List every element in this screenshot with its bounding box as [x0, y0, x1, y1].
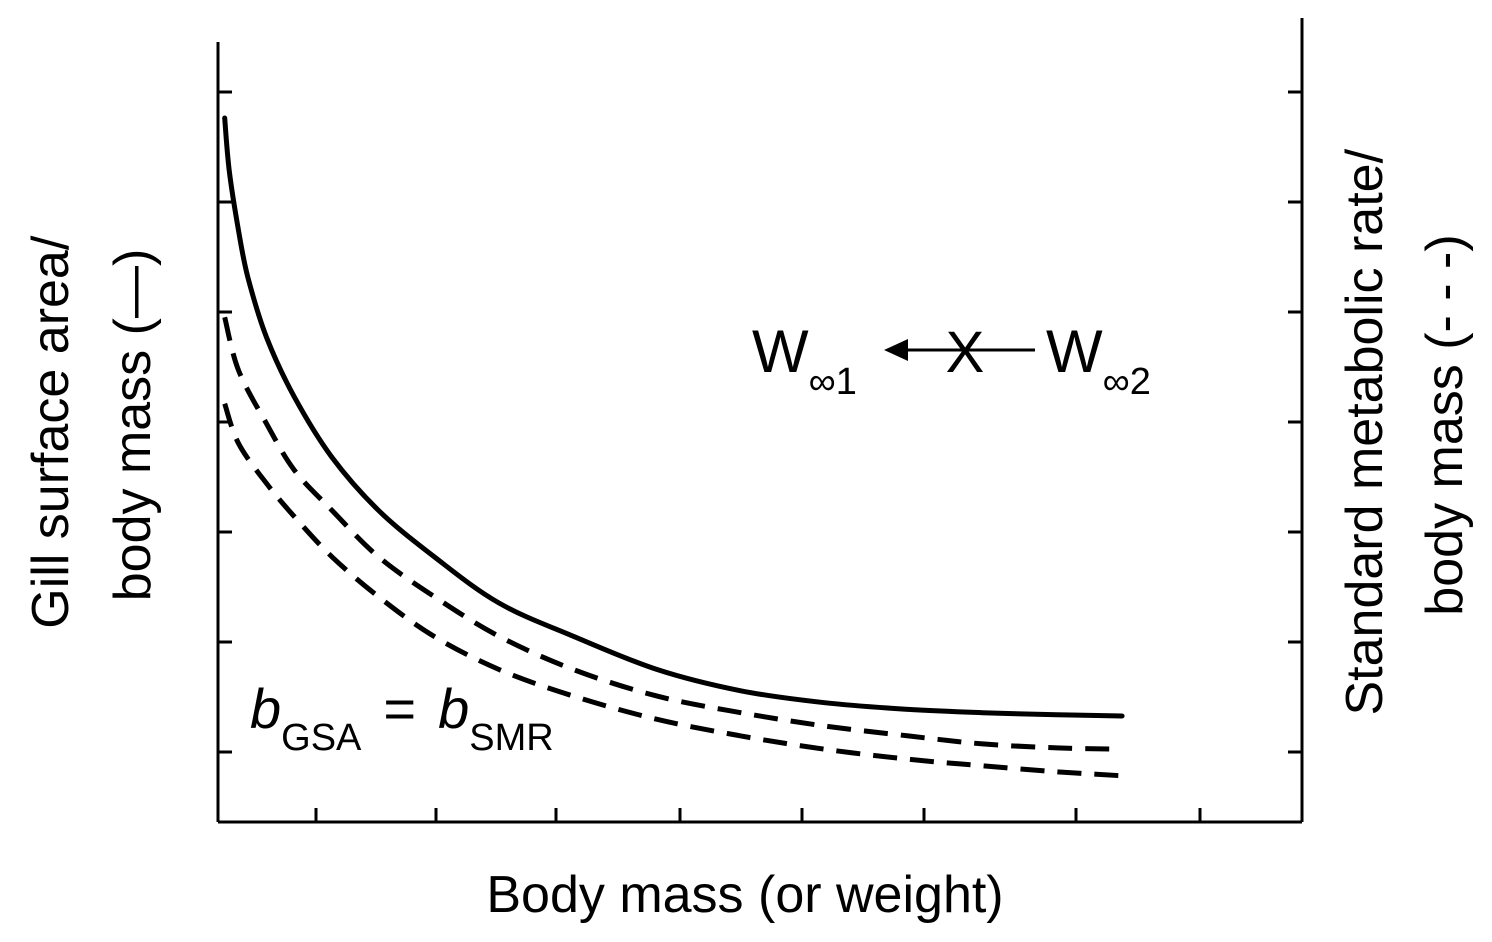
equation-equals: =: [383, 677, 416, 740]
w-inf-1-label: W∞1: [752, 318, 857, 403]
w-inf-2-label: W∞2: [1046, 318, 1151, 403]
metabolic-rate-curve-1: [222, 316, 1123, 752]
equation-annotation: bGSA = bSMR: [250, 677, 554, 759]
equation-b2: b: [438, 677, 469, 740]
equation-sub2: SMR: [469, 717, 553, 759]
left-y-axis-label: Gill surface area/ body mass (—): [22, 221, 162, 629]
equation-sub1: GSA: [281, 717, 362, 759]
equation-b1: b: [250, 677, 281, 740]
w-inf-2-subscript: ∞2: [1103, 361, 1151, 403]
w-inf-1-letter: W: [752, 318, 809, 385]
right-y-label-line-1: Standard metabolic rate/: [1336, 148, 1394, 715]
left-y-label-line-1: Gill surface area/: [22, 235, 80, 629]
right-y-label-line-2: body mass (- - -): [1416, 234, 1474, 615]
gill-surface-area-curve: [222, 115, 1125, 719]
curves: [222, 115, 1125, 779]
right-y-axis-label: Standard metabolic rate/ body mass (- - …: [1336, 135, 1474, 716]
shift-annotation: W∞1 X W∞2: [752, 318, 1151, 403]
shift-arrow-head: [884, 339, 908, 361]
w-inf-1-subscript: ∞1: [809, 361, 857, 403]
w-inf-2-letter: W: [1046, 318, 1103, 385]
left-y-label-line-2: body mass (—): [104, 249, 162, 602]
x-axis-label: Body mass (or weight): [486, 866, 1003, 924]
shift-marker: X: [946, 320, 985, 385]
metabolic-rate-curve-2: [222, 402, 1123, 779]
ticks: [218, 90, 1302, 822]
